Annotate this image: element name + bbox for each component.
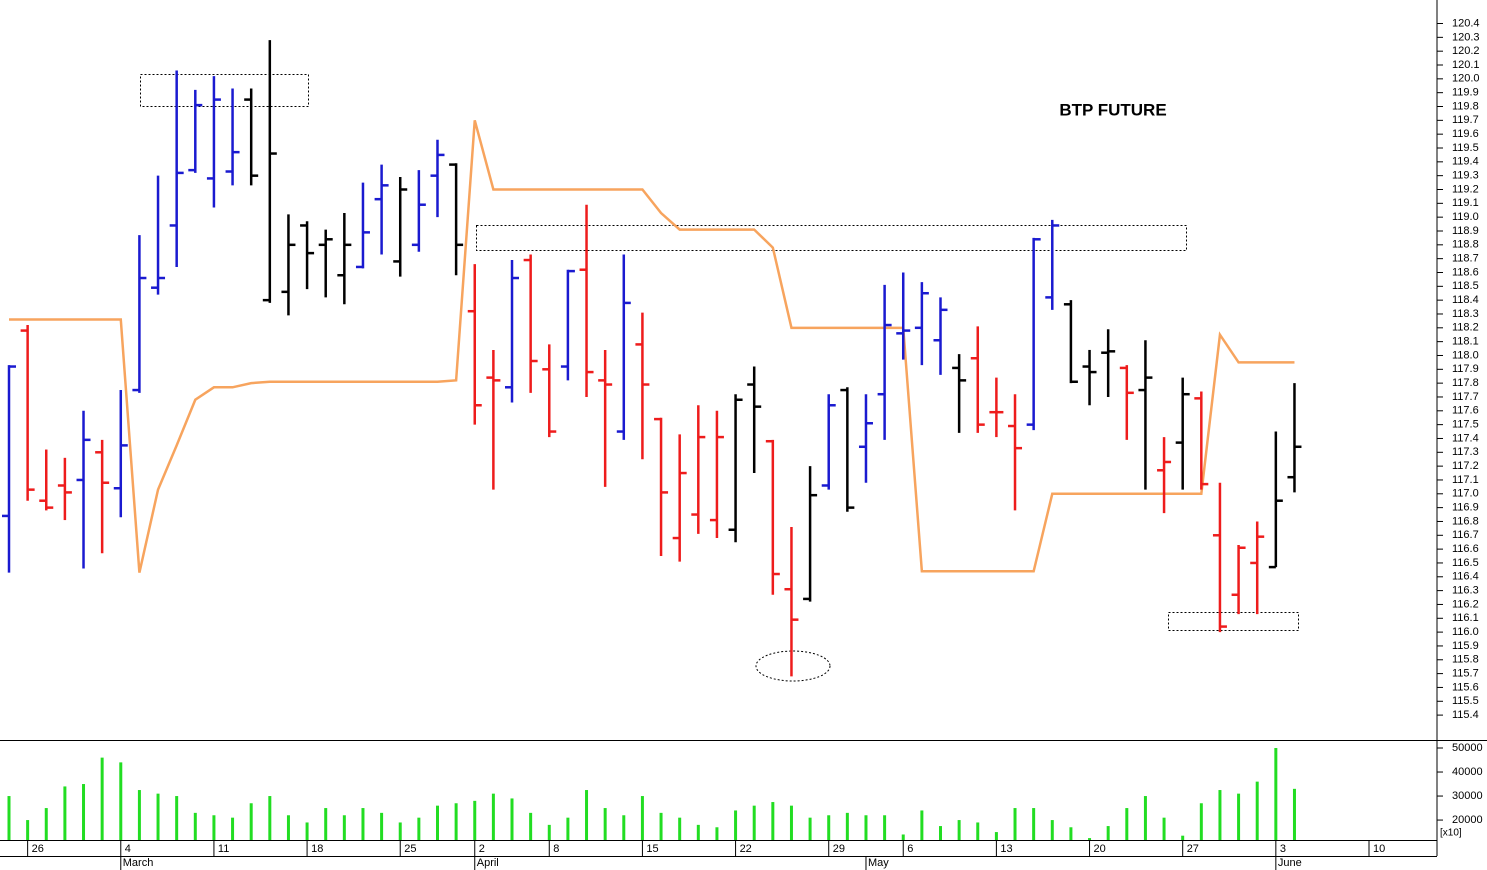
y-tick-label: 20000 xyxy=(1452,814,1483,826)
annotation-box xyxy=(476,225,1187,251)
annotation-box xyxy=(1168,612,1299,631)
y-tick-label: 117.9 xyxy=(1452,363,1479,375)
y-tick-label: 118.9 xyxy=(1452,225,1479,237)
y-tick-label: 119.3 xyxy=(1452,170,1479,182)
x-tick-label: 2 xyxy=(479,843,485,855)
y-tick-label: 118.8 xyxy=(1452,239,1479,251)
x-tick-label: 27 xyxy=(1187,843,1199,855)
y-tick-label: 117.5 xyxy=(1452,419,1479,431)
y-tick-label: 116.1 xyxy=(1452,612,1479,624)
x-tick-label: 18 xyxy=(311,843,323,855)
y-tick-label: 118.2 xyxy=(1452,322,1479,334)
y-tick-label: 118.7 xyxy=(1452,253,1479,265)
y-tick-label: 118.4 xyxy=(1452,294,1479,306)
x-tick-label: 4 xyxy=(125,843,131,855)
month-label: March xyxy=(123,857,154,869)
y-tick-label: 115.6 xyxy=(1452,681,1479,693)
y-tick-label: 40000 xyxy=(1452,766,1483,778)
annotation-box xyxy=(140,74,309,107)
y-tick-label: 117.7 xyxy=(1452,391,1479,403)
y-tick-label: 116.0 xyxy=(1452,626,1479,638)
x-tick-label: 6 xyxy=(907,843,913,855)
y-tick-label: 116.8 xyxy=(1452,515,1479,527)
y-tick-label: 119.9 xyxy=(1452,87,1479,99)
y-tick-label: 115.4 xyxy=(1452,709,1479,721)
x-tick-label: 26 xyxy=(32,843,44,855)
y-tick-label: 118.3 xyxy=(1452,308,1479,320)
y-tick-label: 120.3 xyxy=(1452,31,1480,43)
month-label: April xyxy=(477,857,499,869)
indicator-line xyxy=(9,120,1295,573)
x-tick-label: 22 xyxy=(740,843,752,855)
y-tick-label: 117.8 xyxy=(1452,377,1479,389)
y-tick-label: 118.6 xyxy=(1452,266,1479,278)
y-tick-label: 117.0 xyxy=(1452,488,1479,500)
y-tick-label: 116.6 xyxy=(1452,543,1479,555)
y-tick-label: 115.5 xyxy=(1452,695,1479,707)
x-tick-label: 8 xyxy=(553,843,559,855)
y-tick-label: 119.1 xyxy=(1452,197,1479,209)
y-tick-label: 118.1 xyxy=(1452,336,1479,348)
y-tick-label: 116.5 xyxy=(1452,557,1479,569)
y-tick-label: 120.0 xyxy=(1452,73,1480,85)
x-tick-label: 20 xyxy=(1094,843,1106,855)
unit-label: [x10] xyxy=(1440,828,1462,839)
y-tick-label: 119.6 xyxy=(1452,128,1479,140)
x-tick-label: 25 xyxy=(404,843,416,855)
y-tick-label: 120.2 xyxy=(1452,45,1480,57)
month-label: June xyxy=(1278,857,1302,869)
y-tick-label: 115.7 xyxy=(1452,668,1479,680)
y-tick-label: 118.5 xyxy=(1452,280,1479,292)
y-tick-label: 116.2 xyxy=(1452,598,1479,610)
y-tick-label: 117.2 xyxy=(1452,460,1479,472)
y-tick-label: 119.2 xyxy=(1452,183,1479,195)
y-tick-label: 116.9 xyxy=(1452,502,1479,514)
x-tick-label: 13 xyxy=(1000,843,1012,855)
x-tick-label: 11 xyxy=(218,843,229,855)
y-tick-label: 117.4 xyxy=(1452,432,1479,444)
y-tick-label: 118.0 xyxy=(1452,349,1479,361)
y-tick-label: 117.6 xyxy=(1452,405,1479,417)
y-tick-label: 119.8 xyxy=(1452,100,1479,112)
x-tick-label: 3 xyxy=(1280,843,1286,855)
y-tick-label: 50000 xyxy=(1452,742,1483,754)
y-tick-label: 116.7 xyxy=(1452,529,1479,541)
chart-title: BTP FUTURE xyxy=(1059,100,1166,119)
y-tick-label: 115.9 xyxy=(1452,640,1479,652)
y-tick-label: 116.4 xyxy=(1452,571,1479,583)
annotation-ellipse xyxy=(755,650,831,682)
y-tick-label: 116.3 xyxy=(1452,585,1479,597)
y-tick-label: 119.7 xyxy=(1452,114,1479,126)
y-tick-label: 120.1 xyxy=(1452,59,1480,71)
month-label: May xyxy=(868,857,889,869)
y-tick-label: 117.3 xyxy=(1452,446,1479,458)
x-tick-label: 29 xyxy=(833,843,845,855)
y-tick-label: 120.4 xyxy=(1452,17,1480,29)
x-tick-label: 10 xyxy=(1373,843,1385,855)
x-tick-label: 15 xyxy=(646,843,658,855)
y-tick-label: 119.5 xyxy=(1452,142,1479,154)
y-tick-label: 119.4 xyxy=(1452,156,1479,168)
y-tick-label: 115.8 xyxy=(1452,654,1479,666)
y-tick-label: 119.0 xyxy=(1452,211,1479,223)
y-tick-label: 117.1 xyxy=(1452,474,1479,486)
y-tick-label: 30000 xyxy=(1452,790,1483,802)
